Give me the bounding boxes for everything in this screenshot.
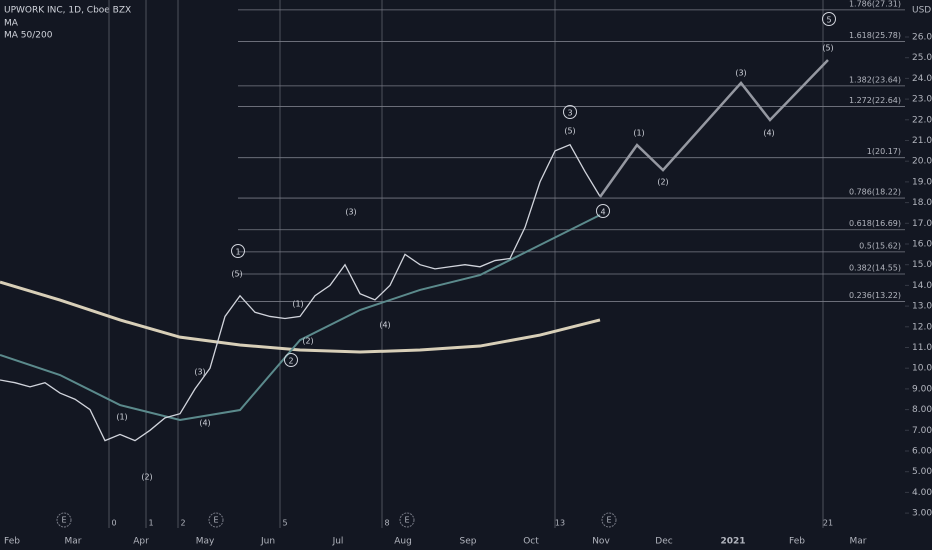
- price-tick-label: 7.00: [912, 426, 932, 436]
- symbol-title: UPWORK INC, 1D, Cboe BZX: [4, 6, 131, 16]
- price-tick-label: 12.00: [912, 322, 932, 332]
- major-wave-label: 3: [567, 109, 572, 118]
- price-tick-label: 26.00: [912, 33, 932, 43]
- fib-time-label: 21: [823, 519, 833, 528]
- fib-time-label: 2: [180, 519, 185, 528]
- fib-time-label: 13: [555, 519, 565, 528]
- minor-wave-label: (4): [763, 129, 774, 138]
- time-label: Feb: [4, 537, 20, 547]
- earnings-label: E: [213, 516, 218, 525]
- price-tick-label: 20.00: [912, 157, 932, 167]
- major-wave-label: 4: [600, 208, 605, 217]
- price-tick-label: 14.00: [912, 281, 932, 291]
- projection-line: [598, 59, 829, 198]
- time-label: Apr: [133, 537, 149, 547]
- wave-circle: [563, 105, 577, 119]
- fib-label: 0.236(13.22): [849, 291, 901, 300]
- price-tick-label: 6.00: [912, 447, 932, 457]
- wave-circle: [231, 244, 245, 258]
- price-tick-label: 11.00: [912, 343, 932, 353]
- time-label: 2021: [720, 537, 745, 547]
- earnings-icon: [601, 512, 617, 528]
- price-tick-label: 4.00: [912, 488, 932, 498]
- fib-label: 1.272(22.64): [849, 96, 901, 105]
- fib-time-label: 8: [384, 519, 389, 528]
- price-tick-label: 22.00: [912, 115, 932, 125]
- time-label: Dec: [655, 537, 672, 547]
- price-tick-label: 15.00: [912, 260, 932, 270]
- wave-circle: [822, 12, 836, 26]
- wave-circle: [596, 204, 610, 218]
- price-tick-label: 17.00: [912, 219, 932, 229]
- price-tick-label: 19.00: [912, 177, 932, 187]
- price-tick-label: 9.00: [912, 384, 932, 394]
- time-label: Mar: [850, 537, 867, 547]
- fib-label: 1.618(25.78): [849, 31, 901, 40]
- fib-label: 0.5(15.62): [859, 241, 901, 250]
- price-tick-label: 16.00: [912, 240, 932, 250]
- minor-wave-label: (3): [735, 69, 746, 78]
- time-label: Nov: [592, 537, 610, 547]
- time-label: Aug: [394, 537, 412, 547]
- major-wave-label: 1: [235, 248, 240, 257]
- time-label: Sep: [460, 537, 477, 547]
- price-unit: USD: [912, 6, 931, 16]
- earnings-label: E: [606, 516, 611, 525]
- time-label: Mar: [65, 537, 82, 547]
- ma50-line: [0, 214, 601, 421]
- ma200-line: [0, 280, 601, 354]
- minor-wave-label: (4): [199, 419, 210, 428]
- time-label: Jul: [332, 537, 344, 547]
- minor-wave-label: (5): [231, 270, 242, 279]
- time-label: Jun: [260, 537, 275, 547]
- minor-wave-label: (5): [822, 44, 833, 53]
- price-line: [0, 143, 601, 442]
- major-wave-label: 2: [288, 357, 293, 366]
- price-tick-label: 8.00: [912, 405, 932, 415]
- minor-wave-label: (1): [116, 413, 127, 422]
- price-tick-label: 24.00: [912, 74, 932, 84]
- fib-label: 0.618(16.69): [849, 219, 901, 228]
- study-label: MA: [4, 19, 19, 29]
- price-tick-label: 3.00: [912, 509, 932, 519]
- fib-time-label: 1: [148, 519, 153, 528]
- time-label: Feb: [789, 537, 805, 547]
- minor-wave-label: (2): [657, 178, 668, 187]
- price-tick-label: 13.00: [912, 302, 932, 312]
- fib-label: 0.786(18.22): [849, 188, 901, 197]
- price-tick-label: 10.00: [912, 364, 932, 374]
- minor-wave-label: (5): [564, 127, 575, 136]
- minor-wave-label: (3): [194, 368, 205, 377]
- minor-wave-label: (2): [141, 473, 152, 482]
- minor-wave-label: (1): [633, 129, 644, 138]
- price-tick-label: 5.00: [912, 467, 932, 477]
- fib-label: 0.382(14.55): [849, 264, 901, 273]
- minor-wave-label: (2): [302, 337, 313, 346]
- study-label: MA 50/200: [4, 31, 53, 41]
- fib-time-label: 5: [282, 519, 287, 528]
- major-wave-label: 5: [826, 16, 831, 25]
- price-tick-label: 21.00: [912, 136, 932, 146]
- wave-circle: [284, 353, 298, 367]
- fib-label: 1.382(23.64): [849, 75, 901, 84]
- time-label: Oct: [523, 537, 539, 547]
- earnings-icon: [208, 512, 224, 528]
- minor-wave-label: (1): [292, 300, 303, 309]
- price-tick-label: 23.00: [912, 95, 932, 105]
- earnings-label: E: [404, 516, 409, 525]
- minor-wave-label: (3): [345, 208, 356, 217]
- fib-time-label: 0: [111, 519, 116, 528]
- fib-label: 1.786(27.31): [849, 0, 901, 8]
- price-tick-label: 18.00: [912, 198, 932, 208]
- minor-wave-label: (4): [379, 321, 390, 330]
- fib-label: 1(20.17): [867, 147, 901, 156]
- earnings-label: E: [61, 516, 66, 525]
- price-tick-label: 25.00: [912, 53, 932, 63]
- earnings-icon: [56, 512, 72, 528]
- earnings-icon: [399, 512, 415, 528]
- time-label: May: [196, 537, 215, 547]
